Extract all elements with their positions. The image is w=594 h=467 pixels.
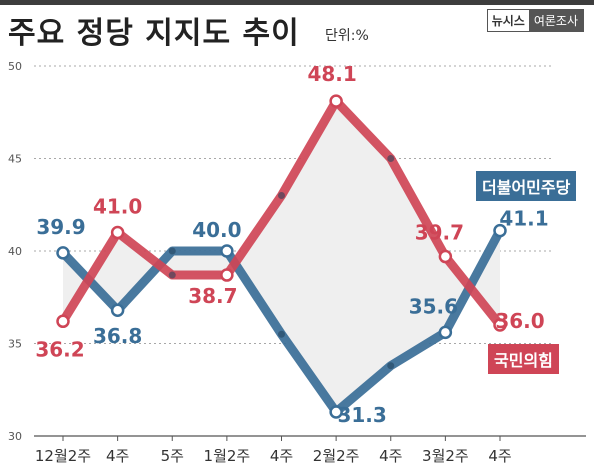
x-tick-label: 3월2주 (422, 447, 469, 465)
data-point (438, 325, 453, 340)
x-tick-label: 1월2주 (204, 447, 251, 465)
data-label: 41.1 (499, 207, 548, 231)
y-tick-label: 45 (8, 153, 22, 166)
source-badge: 뉴시스 여론조사 (486, 9, 584, 32)
data-label: 39.7 (415, 221, 464, 245)
data-point (168, 271, 176, 279)
data-point (110, 225, 125, 240)
top-bar (0, 0, 594, 5)
data-label: 36.0 (495, 309, 544, 333)
unit-label: 단위:% (325, 28, 369, 44)
chart-title: 주요 정당 지지도 추이 (8, 16, 300, 51)
data-label: 36.8 (93, 324, 142, 348)
data-point (278, 192, 285, 199)
data-point (329, 405, 343, 419)
source-brand: 뉴시스 (487, 10, 529, 31)
source-label: 여론조사 (528, 10, 583, 31)
data-label: 38.7 (188, 284, 237, 308)
x-tick-label: 4주 (379, 447, 402, 465)
data-point (438, 249, 453, 264)
data-point (56, 314, 70, 329)
x-tick-label: 12월2주 (35, 447, 91, 465)
x-tick-label: 4주 (488, 447, 511, 465)
data-label: 40.0 (192, 218, 241, 242)
legend-people-power-party: 국민의힘 (488, 344, 559, 374)
data-point (220, 268, 234, 282)
y-tick-label: 30 (8, 430, 22, 443)
data-label: 39.9 (36, 215, 85, 239)
data-point (110, 303, 125, 317)
data-point (278, 330, 285, 338)
legend-democratic-party: 더불어민주당 (476, 171, 577, 201)
x-tick-label: 4주 (270, 447, 293, 465)
data-point (493, 223, 507, 238)
x-tick-label: 4주 (106, 447, 129, 465)
x-tick-label: 5주 (161, 447, 184, 465)
data-label: 36.2 (35, 337, 84, 361)
y-tick-label: 35 (8, 338, 22, 351)
data-point (387, 362, 395, 370)
gap-area (63, 101, 500, 412)
data-label: 35.6 (409, 294, 458, 318)
x-tick-label: 2월2주 (313, 447, 360, 465)
data-label: 31.3 (337, 403, 386, 427)
y-tick-label: 40 (8, 245, 22, 258)
data-point (387, 155, 395, 162)
data-point (168, 247, 176, 255)
data-label: 48.1 (307, 62, 356, 86)
data-point (493, 318, 507, 332)
data-point (220, 244, 234, 258)
y-tick-label: 50 (8, 60, 22, 73)
data-point (56, 246, 70, 260)
data-label: 41.0 (93, 195, 142, 219)
data-point (329, 94, 343, 108)
